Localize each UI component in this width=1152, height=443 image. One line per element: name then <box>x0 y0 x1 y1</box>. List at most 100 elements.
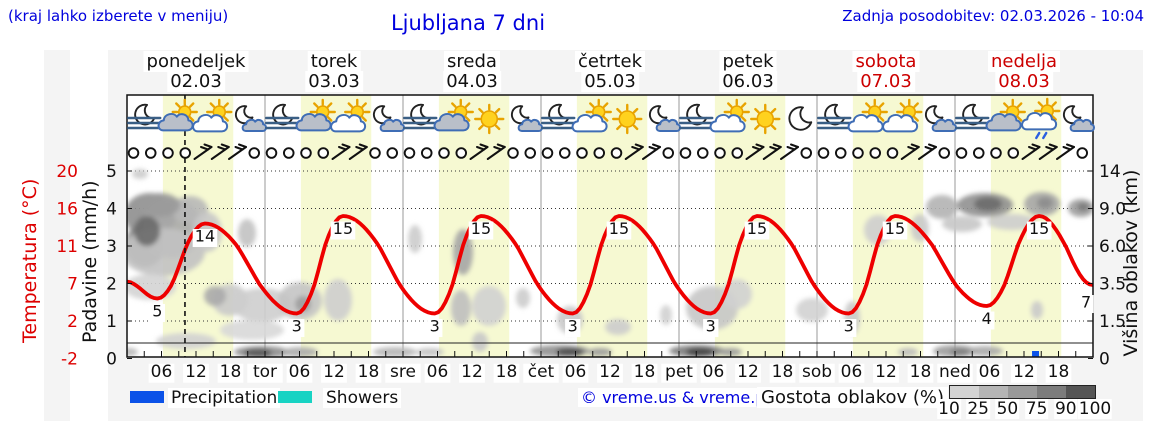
wind-barb-icon <box>762 143 782 160</box>
cloud-tick: 14 <box>1099 162 1121 182</box>
day-date: 07.03 <box>857 71 915 92</box>
wind-calm-icon <box>559 147 571 159</box>
temp-value-label-bg <box>841 319 857 338</box>
day-date: 06.03 <box>719 71 777 92</box>
x-hour-label-bg <box>321 363 347 383</box>
temp-value-label: 3 <box>706 317 716 336</box>
day-date: 05.03 <box>581 71 639 92</box>
wind-calm-icon <box>990 147 1002 159</box>
wind-calm-icon <box>386 147 399 159</box>
wind-calm-icon <box>300 147 312 159</box>
weather-icon-moon-fog <box>817 103 852 130</box>
colorbar-tick: 90 <box>1053 399 1078 419</box>
x-hour-label: 06 <box>151 362 173 382</box>
weather-icon-moon-gcloud <box>510 105 543 133</box>
x-hour-label: 12 <box>461 362 483 382</box>
x-day-label-bg <box>523 363 559 383</box>
wind-calm-icon <box>507 147 519 159</box>
precipitation-swatch <box>130 391 164 403</box>
weather-icon-sun-gcloud <box>433 98 474 132</box>
weather-icon-moon-fog <box>127 103 162 130</box>
wind-calm-icon <box>679 147 692 159</box>
wind-calm-icon <box>421 147 433 159</box>
temp-value-label-bg <box>192 229 218 248</box>
x-hour-label: 06 <box>289 362 311 382</box>
temp-value-label-bg <box>606 221 632 240</box>
x-hour-label: 18 <box>634 362 656 382</box>
weather-icon-sun-wcloud-showers <box>1021 97 1061 140</box>
weather-icon-moon-gcloud <box>924 105 957 133</box>
wind-barb-icon <box>193 143 213 160</box>
temp-value-label: 5 <box>152 302 162 321</box>
weather-icon-sun-wcloud <box>882 98 923 133</box>
day-name: petek <box>719 51 777 72</box>
temp-value-label: 15 <box>609 219 629 238</box>
x-hour-label: 06 <box>703 362 725 382</box>
weather-icon-moon-gcloud <box>234 105 267 133</box>
wind-calm-icon <box>248 147 260 159</box>
x-hour-label: 18 <box>772 362 794 382</box>
wind-calm-icon <box>817 147 830 159</box>
x-hour-label-bg <box>838 363 865 383</box>
precip-tick: 4 <box>106 200 117 220</box>
wind-calm-icon <box>317 147 330 159</box>
day-name: četrtek <box>575 51 645 72</box>
wind-calm-icon <box>265 147 278 159</box>
wind-calm-icon <box>403 147 416 159</box>
temp-value-label-bg <box>744 221 770 240</box>
wind-calm-icon <box>835 147 847 159</box>
weather-icon-sun <box>612 103 643 135</box>
x-day-label-bg <box>937 363 973 383</box>
temp-value-label-bg <box>330 221 356 240</box>
colorbar-segment <box>950 386 979 398</box>
temp-value-label: 15 <box>333 219 353 238</box>
x-hour-label: 12 <box>737 362 759 382</box>
precip-tick: 1 <box>106 312 117 332</box>
wind-barb-icon <box>624 143 644 160</box>
wind-calm-icon <box>852 147 864 159</box>
wind-calm-icon <box>869 147 882 159</box>
wind-barb-icon <box>210 143 230 160</box>
weather-icon-moon-gcloud <box>1062 105 1095 133</box>
x-hour-label-bg <box>183 363 209 383</box>
x-day-label: ned <box>939 362 971 382</box>
wind-calm-icon <box>283 147 295 159</box>
day-date: 04.03 <box>443 71 501 92</box>
weather-icon-moon-fog <box>541 103 576 130</box>
showers-swatch <box>278 391 312 403</box>
wind-calm-icon <box>144 147 157 159</box>
temp-value-label: 3 <box>568 317 578 336</box>
x-hour-label-bg <box>459 363 485 383</box>
x-hour-label: 06 <box>841 362 863 382</box>
colorbar-segment <box>1008 386 1037 398</box>
colorbar-segment <box>1037 386 1066 398</box>
wind-calm-icon <box>714 147 726 159</box>
x-hour-label-bg <box>735 363 761 383</box>
x-day-label: sre <box>390 362 416 382</box>
weather-icon-sun-wcloud <box>571 98 612 133</box>
x-hour-label: 18 <box>358 362 380 382</box>
x-hour-label: 12 <box>1013 362 1035 382</box>
temp-value-label: 3 <box>292 317 302 336</box>
x-hour-label-bg <box>562 363 589 383</box>
wind-calm-icon <box>576 147 588 159</box>
wind-barb-icon <box>1038 143 1058 160</box>
temp-value-label: 7 <box>1081 293 1091 312</box>
temp-tick: 16 <box>56 200 78 220</box>
temp-value-label: 15 <box>747 219 767 238</box>
day-date: 02.03 <box>167 71 225 92</box>
showers-label: Showers <box>323 388 402 408</box>
temp-value-label-bg <box>468 221 494 240</box>
wind-calm-icon <box>955 147 968 159</box>
wind-calm-icon <box>455 147 468 159</box>
cloud-tick: 6.0 <box>1099 237 1126 257</box>
cloud-tick: 0 <box>1099 350 1110 370</box>
copyright-link[interactable]: © vreme.us & vreme.pro <box>578 388 785 407</box>
wind-calm-icon <box>524 147 537 159</box>
x-hour-label-bg <box>907 363 934 383</box>
x-hour-label-bg <box>1045 363 1072 383</box>
temp-value-label-bg <box>427 319 443 338</box>
colorbar-tick: 75 <box>1024 399 1049 419</box>
wind-calm-icon <box>800 147 813 159</box>
